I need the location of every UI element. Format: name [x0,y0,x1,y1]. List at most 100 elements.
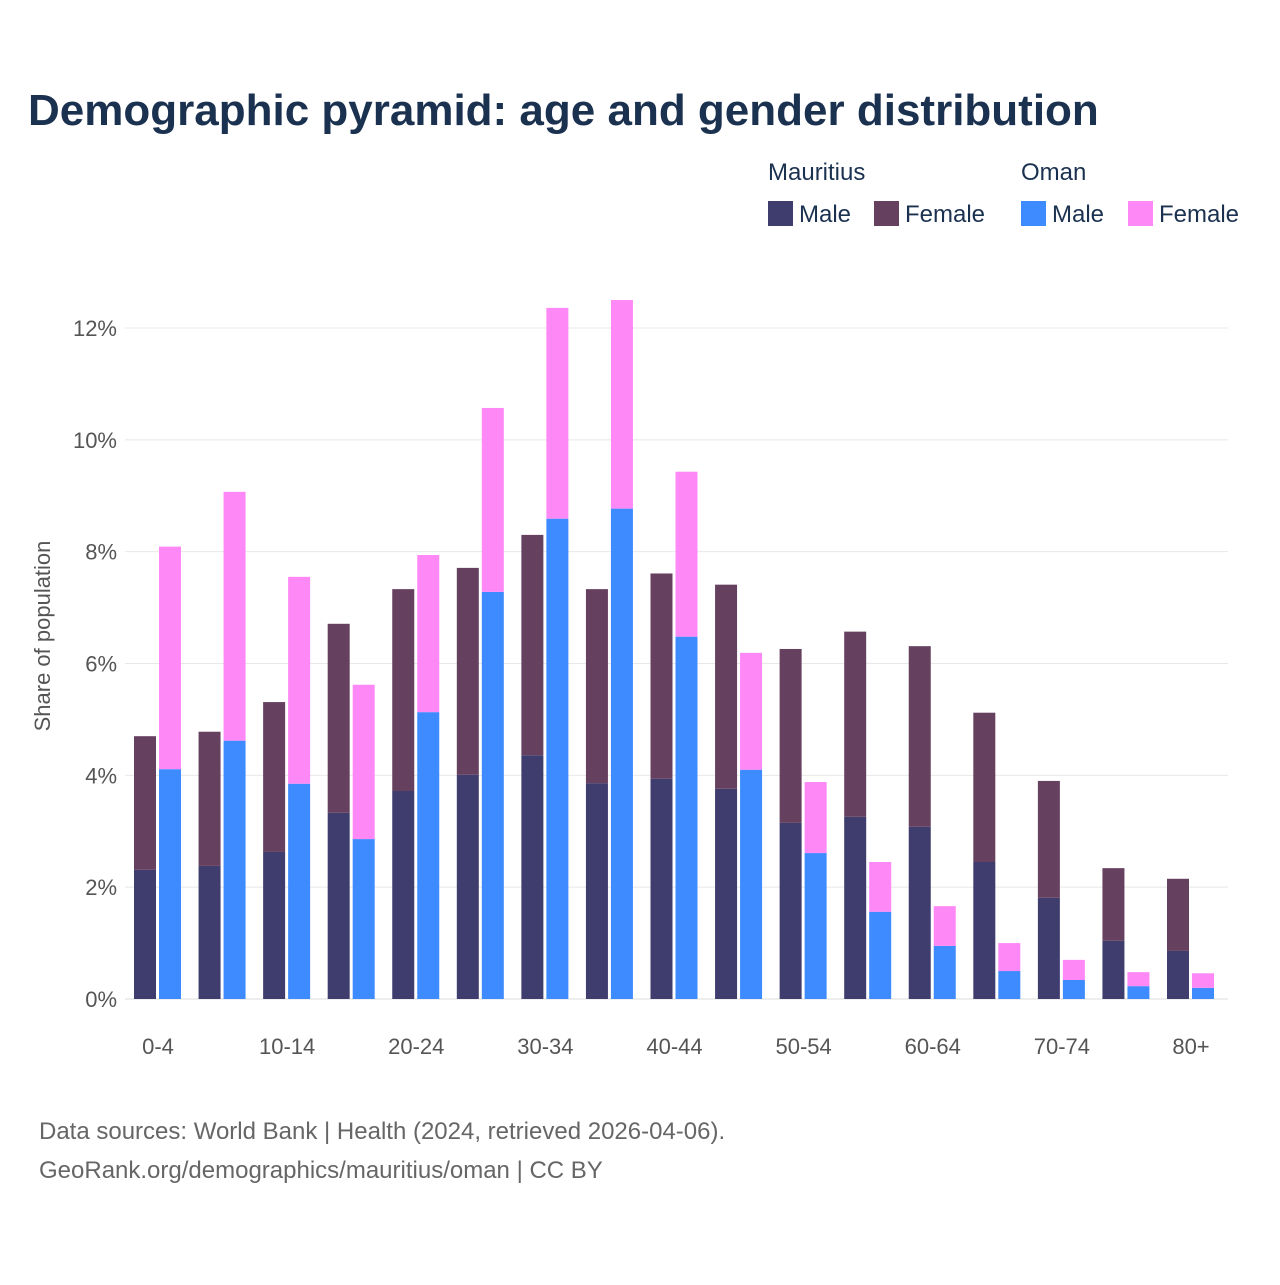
legend: Mauritius Oman Male Female Male Female [768,159,1239,228]
bar-oman-female-50-54 [804,782,827,854]
y-axis-label: Share of population [30,541,55,732]
bar-mauritius-female-40-44 [650,573,673,779]
bar-oman-female-45-49 [740,652,763,770]
legend-swatch-mauritius-male [768,201,793,226]
bar-oman-female-25-29 [481,407,504,592]
bar-oman-male-65-69 [998,971,1021,999]
bar-oman-female-40-44 [675,471,698,637]
bar-oman-male-20-24 [417,712,440,999]
bar-mauritius-female-80+ [1167,878,1189,951]
bar-mauritius-female-30-34 [521,534,544,756]
bar-mauritius-female-70-74 [1037,780,1060,898]
bar-mauritius-female-5-9 [198,731,221,866]
chart-title: Demographic pyramid: age and gender dist… [28,86,1099,135]
bar-mauritius-female-60-64 [908,646,931,827]
bar-mauritius-female-20-24 [392,589,415,791]
bar-mauritius-male-40-44 [650,778,673,999]
bar-oman-male-15-19 [352,839,375,999]
x-tick-label: 40-44 [646,1034,702,1059]
bar-mauritius-male-45-49 [715,788,738,999]
bar-mauritius-female-35-39 [585,589,608,784]
x-tick-label: 0-4 [142,1034,174,1059]
y-tick-label: 0% [85,987,117,1012]
bars [134,300,1214,999]
x-tick-label: 60-64 [905,1034,961,1059]
bar-oman-female-65-69 [998,943,1021,972]
bar-mauritius-male-20-24 [392,790,415,999]
legend-group-mauritius: Mauritius [768,159,865,186]
legend-label-mauritius-female: Female [905,201,985,228]
bar-mauritius-male-60-64 [908,826,931,999]
legend-label-oman-female: Female [1159,201,1239,228]
legend-group-oman: Oman [1021,159,1086,186]
y-tick-label: 8% [85,540,117,565]
bar-mauritius-male-30-34 [521,755,544,999]
legend-label-mauritius-male: Male [799,201,851,228]
bar-oman-female-55-59 [869,862,892,912]
bar-oman-female-70-74 [1062,959,1085,980]
bar-mauritius-male-80+ [1167,950,1189,999]
x-tick-label: 30-34 [517,1034,573,1059]
bar-mauritius-male-55-59 [844,816,867,999]
bar-mauritius-male-10-14 [263,851,286,999]
legend-label-oman-male: Male [1052,201,1104,228]
bar-mauritius-female-0-4 [134,736,156,870]
y-tick-label: 4% [85,763,117,788]
x-tick-label: 20-24 [388,1034,444,1059]
bar-mauritius-male-5-9 [198,865,221,999]
bar-mauritius-male-35-39 [585,783,608,999]
bar-oman-female-10-14 [288,576,311,784]
bar-oman-female-75-79 [1127,972,1150,987]
y-tick-label: 2% [85,875,117,900]
x-tick-label: 70-74 [1034,1034,1090,1059]
bar-oman-male-80+ [1192,987,1214,999]
bar-mauritius-female-55-59 [844,631,867,817]
bar-mauritius-male-0-4 [134,869,156,999]
bar-oman-male-0-4 [159,769,181,999]
bar-oman-female-80+ [1192,973,1214,988]
legend-swatch-oman-male [1021,201,1046,226]
bar-oman-female-0-4 [159,546,181,770]
bar-oman-female-30-34 [546,307,569,519]
bar-mauritius-male-15-19 [327,812,350,999]
bar-oman-male-35-39 [610,508,633,999]
bar-mauritius-female-10-14 [263,702,286,852]
bar-oman-female-20-24 [417,555,440,713]
bar-oman-female-35-39 [610,300,633,509]
bar-mauritius-female-65-69 [973,712,996,863]
legend-swatch-mauritius-female [874,201,899,226]
x-tick-label: 10-14 [259,1034,315,1059]
y-axis-ticks: 0% 2% 4% 6% 8% 10% 12% [73,316,117,1012]
bar-oman-male-10-14 [288,783,311,999]
bar-mauritius-female-45-49 [715,584,738,789]
bar-oman-female-5-9 [223,491,246,741]
bar-oman-female-15-19 [352,684,375,840]
bar-oman-male-25-29 [481,591,504,999]
bar-mauritius-female-50-54 [779,648,802,823]
y-tick-label: 10% [73,428,117,453]
bar-oman-male-50-54 [804,853,827,999]
bar-mauritius-male-65-69 [973,862,996,999]
bar-oman-male-30-34 [546,518,569,999]
legend-swatch-oman-female [1128,201,1153,226]
y-tick-label: 12% [73,316,117,341]
bar-mauritius-male-50-54 [779,822,802,999]
source-line-1: Data sources: World Bank | Health (2024,… [39,1118,725,1145]
bar-mauritius-female-75-79 [1102,868,1125,941]
bar-mauritius-male-25-29 [456,774,479,999]
bar-oman-male-70-74 [1062,979,1085,999]
bar-mauritius-male-75-79 [1102,940,1125,999]
bar-oman-male-5-9 [223,740,246,999]
source-line-2: GeoRank.org/demographics/mauritius/oman … [39,1157,603,1184]
bar-oman-male-60-64 [933,945,956,999]
bar-oman-male-45-49 [740,769,763,999]
bar-mauritius-female-15-19 [327,623,350,813]
bar-oman-male-75-79 [1127,986,1150,999]
bar-mauritius-female-25-29 [456,567,479,775]
x-tick-label: 50-54 [775,1034,831,1059]
y-tick-label: 6% [85,652,117,677]
x-axis-ticks: 0-4 10-14 20-24 30-34 40-44 50-54 60-64 70-74 80… [142,1034,1210,1059]
x-tick-label: 80+ [1172,1034,1209,1059]
bar-oman-male-55-59 [869,911,892,999]
